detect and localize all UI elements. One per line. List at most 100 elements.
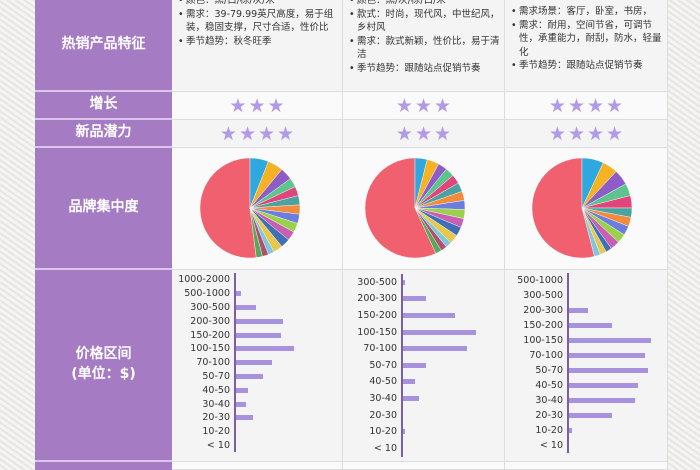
- histogram-bar: [401, 279, 405, 285]
- star-icon: ★: [548, 94, 566, 117]
- star-icon: ★: [434, 122, 452, 145]
- bin-label: < 10: [373, 442, 397, 454]
- features-cell: 颜色：黑/灰/棕/白/米款式：时尚，现代风，中世纪风，乡村风需求：款式新颖，性价…: [343, 0, 505, 92]
- histogram-bar: [567, 338, 651, 343]
- pie-slice: [364, 157, 437, 259]
- bin-label: 30-40: [535, 395, 563, 406]
- histogram-bar: [567, 413, 612, 418]
- histogram-bar: [401, 429, 405, 435]
- histogram-row: 40-50: [343, 374, 505, 391]
- histogram-row: 200-300: [172, 314, 343, 328]
- comparison-table: 热销产品特征 增长 新品潜力 品牌集中度 价格区间 (单位：$) 颜色：黑/白/…: [35, 0, 668, 470]
- star-icon: ★: [238, 122, 256, 145]
- histogram-bar: [234, 304, 256, 310]
- features-cell: 需求场景：客厅，卧室，书房，需求：耐用，空间节省，可调节性，承重能力，耐刮，防水…: [505, 0, 668, 92]
- histogram-row: 10-20: [343, 423, 505, 440]
- pie-slice: [249, 207, 263, 258]
- star-icon: ★: [219, 122, 237, 145]
- bin-label: 1000-2000: [178, 274, 230, 286]
- bin-label: 30-40: [202, 398, 230, 410]
- histogram-bar: [567, 368, 648, 373]
- histogram-row: 300-500: [343, 274, 505, 291]
- bin-label: 40-50: [202, 384, 230, 396]
- bin-label: 500-1000: [517, 275, 563, 286]
- histogram-row: 150-200: [505, 318, 668, 333]
- feature-item: 款式：时尚，现代风，中世纪风，乡村风: [349, 8, 500, 35]
- star-icon: ★: [434, 94, 452, 117]
- star-icon: ★: [248, 94, 266, 117]
- histogram-row: 50-70: [505, 363, 668, 378]
- histogram-row: 30-40: [172, 397, 343, 411]
- histogram-bar: [567, 398, 635, 403]
- histogram-bar: [567, 308, 588, 313]
- histogram-row: 100-150: [343, 324, 505, 341]
- histogram-row: 20-30: [505, 408, 668, 423]
- histogram-row: 20-30: [343, 407, 505, 424]
- star-icon: ★: [587, 122, 605, 145]
- pie-slice: [414, 207, 442, 254]
- bin-label: 100-150: [190, 343, 230, 355]
- histogram-axis: [567, 273, 569, 453]
- pie-slice: [531, 157, 595, 259]
- histogram-bar: [234, 373, 263, 379]
- brand-pie-cell: [172, 148, 343, 270]
- bin-label: 10-20: [202, 426, 230, 438]
- bin-label: 70-100: [196, 357, 230, 369]
- star-icon: ★: [587, 94, 605, 117]
- star-icon: ★: [229, 94, 247, 117]
- feature-item: 颜色：黑/白/棕/灰/米: [178, 0, 338, 8]
- star-icon: ★: [606, 122, 624, 145]
- histogram-row: 100-150: [505, 333, 668, 348]
- histogram-bar: [567, 428, 572, 433]
- histogram-bar: [401, 346, 467, 352]
- next-row-cell: [343, 462, 505, 470]
- histogram-row: 50-70: [172, 370, 343, 384]
- next-row-cell: [505, 462, 668, 470]
- histogram-row: 70-100: [505, 348, 668, 363]
- histogram-row: < 10: [343, 440, 505, 457]
- brand-pie-cell: [505, 148, 668, 270]
- histogram-bar: [401, 379, 415, 385]
- bin-label: 300-500: [523, 290, 563, 301]
- histogram-row: 150-200: [172, 328, 343, 342]
- row-label-growth: 增长: [35, 92, 172, 120]
- histogram-row: 40-50: [172, 383, 343, 397]
- star-icon: ★: [606, 94, 624, 117]
- histogram-row: 70-100: [343, 340, 505, 357]
- histogram-row: 1000-2000: [172, 273, 343, 287]
- bin-label: 150-200: [523, 320, 563, 331]
- histogram-row: 10-20: [172, 425, 343, 439]
- price-hist-cell: 1000-2000 500-1000 300-500 200-300 150-200 10…: [172, 270, 343, 462]
- histogram-row: 70-100: [172, 356, 343, 370]
- histogram-bar: [234, 346, 294, 352]
- feature-item: 需求：39-79.99英尺高度，易于组装，稳固支撑，尺寸合适，性价比: [178, 8, 338, 35]
- brand-pie-cell: [343, 148, 505, 270]
- histogram-row: 30-40: [343, 390, 505, 407]
- bin-label: 300-500: [190, 301, 230, 313]
- histogram-bar: [401, 296, 426, 302]
- bin-label: 50-70: [535, 365, 563, 376]
- next-row-cell: [172, 462, 343, 470]
- bin-label: 20-30: [369, 409, 397, 421]
- histogram-row: 150-200: [343, 307, 505, 324]
- potential-stars-cell: ★ ★ ★ ★: [172, 120, 343, 148]
- bin-label: 20-30: [202, 412, 230, 424]
- histogram-bar: [401, 312, 455, 318]
- histogram-bar: [234, 401, 246, 407]
- histogram-row: 300-500: [172, 301, 343, 315]
- feature-item: 季节趋势：跟随站点促销节奏: [349, 62, 500, 76]
- star-icon: ★: [414, 122, 433, 145]
- histogram-bar: [567, 383, 638, 388]
- histogram-bar: [567, 353, 645, 358]
- histogram-bar: [401, 329, 476, 335]
- bin-label: < 10: [206, 439, 230, 451]
- histogram-row: < 10: [172, 439, 343, 453]
- star-icon: ★: [395, 122, 413, 145]
- histogram-row: 50-70: [343, 357, 505, 374]
- bin-label: 300-500: [357, 276, 397, 288]
- star-icon: ★: [395, 94, 413, 117]
- star-icon: ★: [567, 122, 585, 145]
- bin-label: 50-70: [202, 370, 230, 382]
- histogram-row: 100-150: [172, 342, 343, 356]
- growth-stars-cell: ★ ★ ★ ★: [505, 92, 668, 120]
